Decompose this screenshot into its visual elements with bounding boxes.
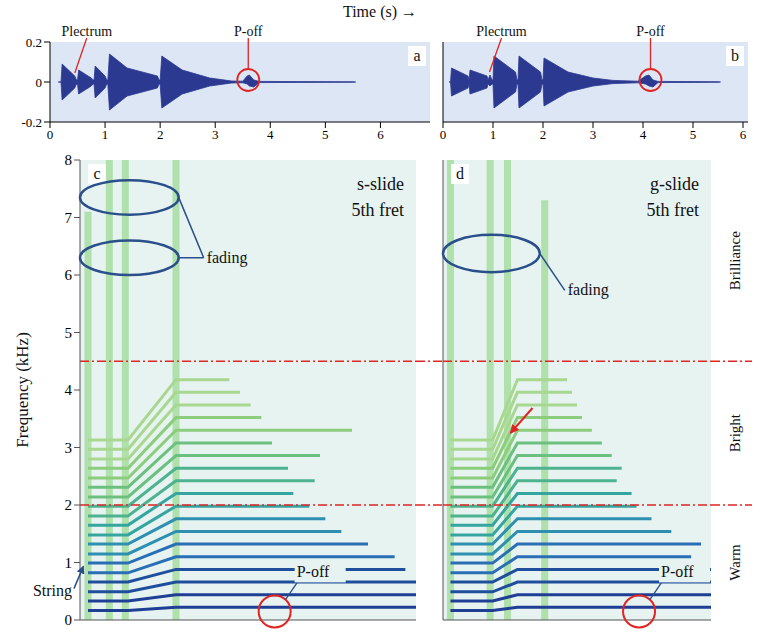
svg-text:0: 0: [36, 75, 43, 90]
svg-text:3: 3: [65, 440, 73, 456]
svg-text:4: 4: [640, 127, 647, 142]
svg-text:6: 6: [377, 127, 384, 142]
svg-text:Bright: Bright: [727, 413, 743, 452]
svg-text:6: 6: [65, 267, 73, 283]
svg-text:8: 8: [65, 152, 73, 168]
svg-text:4: 4: [267, 127, 274, 142]
svg-text:5: 5: [65, 325, 73, 341]
svg-text:P-off: P-off: [297, 563, 330, 580]
svg-text:Brilliance: Brilliance: [727, 231, 743, 290]
svg-text:Warm: Warm: [727, 544, 743, 581]
svg-text:P-off: P-off: [234, 24, 263, 39]
svg-text:Time (s) →: Time (s) →: [343, 3, 417, 21]
svg-text:0: 0: [47, 127, 54, 142]
svg-text:1: 1: [102, 127, 109, 142]
svg-text:-0.2: -0.2: [21, 115, 42, 130]
svg-text:1: 1: [490, 127, 497, 142]
svg-text:6: 6: [740, 127, 747, 142]
svg-text:fading: fading: [568, 281, 609, 299]
svg-text:1: 1: [65, 555, 73, 571]
svg-text:Plectrum: Plectrum: [476, 24, 527, 39]
svg-text:2: 2: [540, 127, 547, 142]
svg-text:d: d: [456, 165, 464, 182]
svg-text:3: 3: [590, 127, 597, 142]
svg-text:c: c: [93, 165, 100, 182]
svg-text:7: 7: [65, 210, 73, 226]
svg-text:2: 2: [157, 127, 164, 142]
svg-text:0: 0: [440, 127, 447, 142]
svg-text:String: String: [33, 582, 72, 600]
svg-text:Frequency (kHz): Frequency (kHz): [13, 332, 32, 448]
svg-text:P-off: P-off: [661, 563, 694, 580]
svg-text:5th fret: 5th fret: [647, 200, 699, 220]
svg-text:4: 4: [65, 382, 73, 398]
svg-text:P-off: P-off: [636, 24, 665, 39]
svg-text:Plectrum: Plectrum: [62, 24, 113, 39]
svg-text:b: b: [731, 47, 739, 64]
svg-text:5: 5: [322, 127, 329, 142]
svg-text:s-slide: s-slide: [357, 174, 404, 194]
svg-text:5: 5: [690, 127, 697, 142]
svg-text:fading: fading: [207, 249, 248, 267]
svg-text:0: 0: [65, 612, 73, 628]
svg-text:3: 3: [212, 127, 219, 142]
svg-text:5th fret: 5th fret: [352, 200, 404, 220]
svg-text:a: a: [413, 47, 420, 64]
svg-text:0.2: 0.2: [26, 35, 42, 50]
svg-text:g-slide: g-slide: [650, 174, 699, 194]
svg-text:2: 2: [65, 497, 73, 513]
